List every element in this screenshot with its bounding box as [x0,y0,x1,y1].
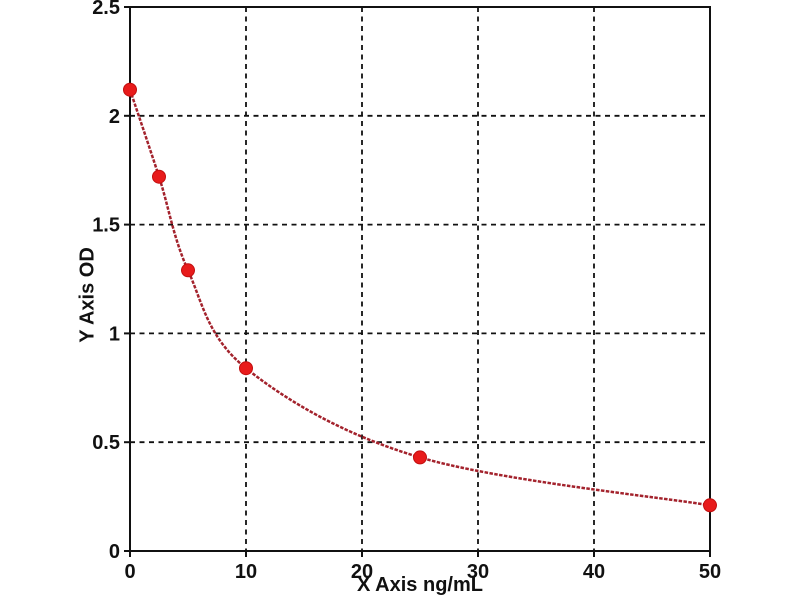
x-tick-label: 50 [699,561,721,583]
x-tick-label: 20 [351,561,373,583]
x-axis-label: X Axis ng/mL [357,574,483,596]
data-point-marker [703,498,717,513]
y-tick-label: 0 [109,541,120,563]
x-tick-label: 10 [235,561,257,583]
x-tick-label: 0 [124,561,135,583]
y-tick-label: 1.5 [92,215,120,237]
x-tick-label: 40 [583,561,605,583]
y-tick-label: 1 [109,323,120,345]
data-point-marker [239,361,253,376]
data-point-marker [152,169,166,184]
data-point-marker [123,82,137,97]
x-tick-label: 30 [467,561,489,583]
y-tick-label: 2 [109,106,120,128]
y-axis-label: Y Axis OD [76,247,99,343]
plot-border [129,6,711,552]
data-point-marker [413,450,427,465]
y-tick-label: 2.5 [92,0,120,19]
data-point-marker [181,263,195,278]
y-tick-label: 0.5 [92,432,120,454]
